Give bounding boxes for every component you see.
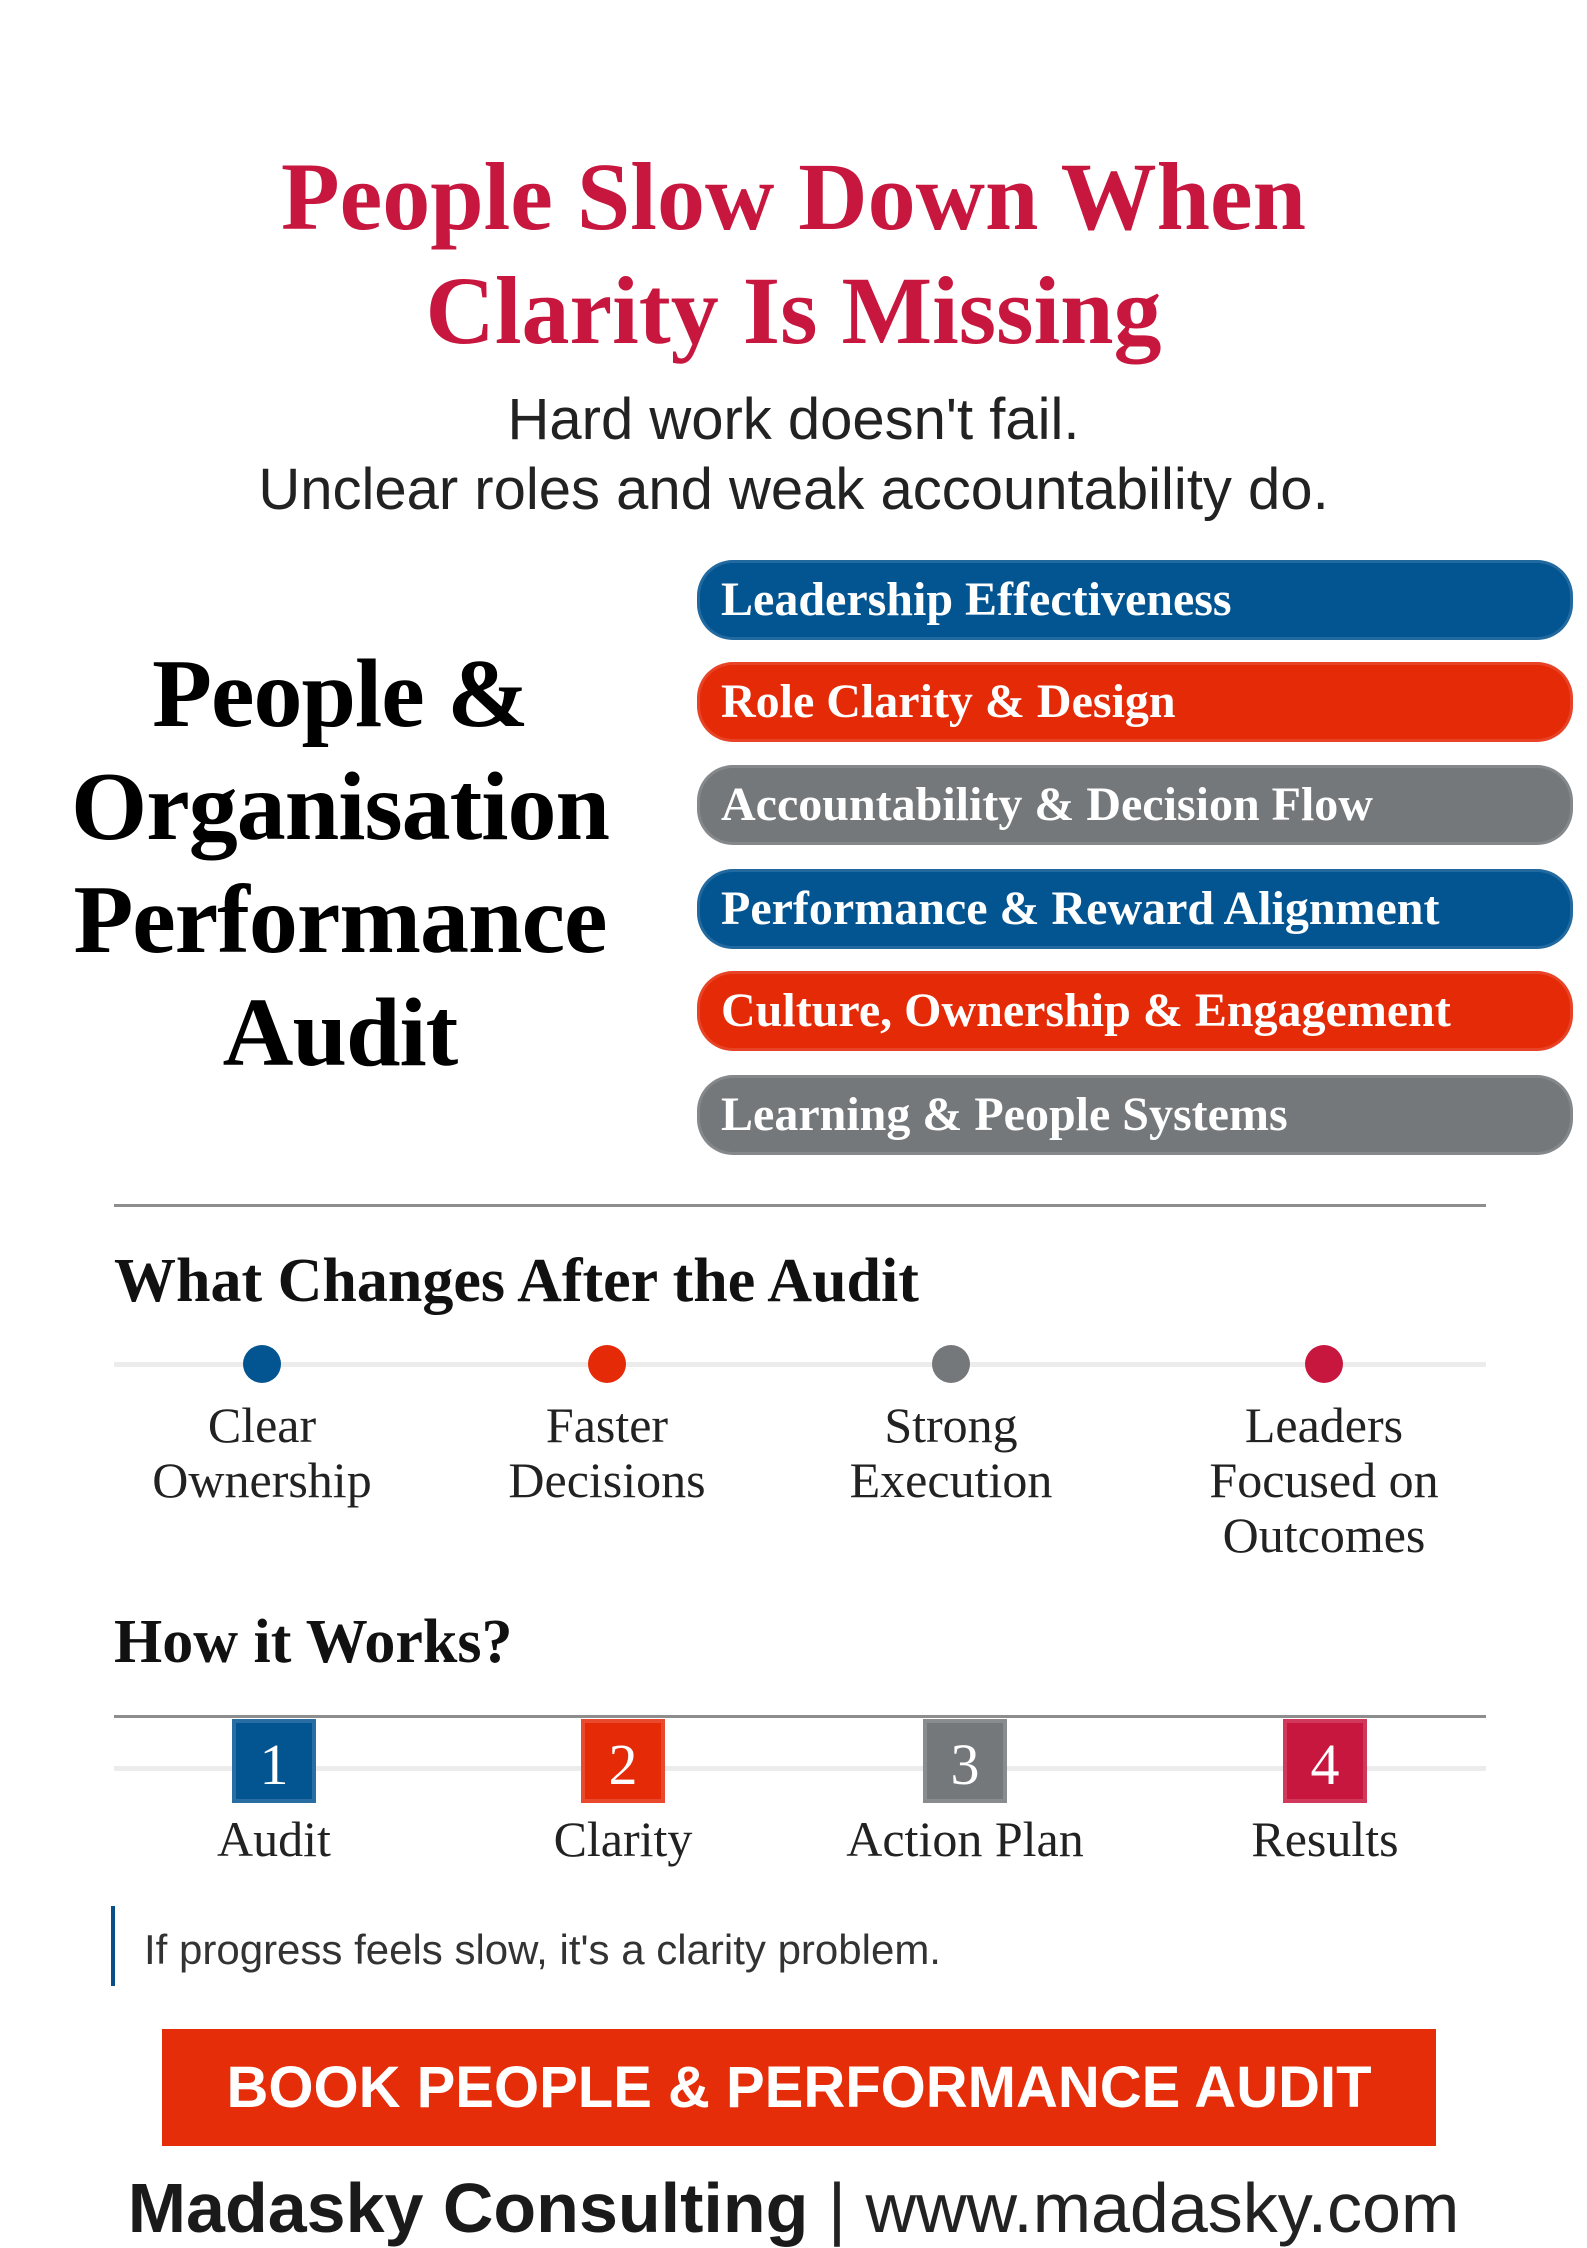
website-link[interactable]: www.madasky.com [865, 2169, 1460, 2247]
audit-title-line: Organisation [71, 753, 610, 861]
change-label-line: Strong [884, 1397, 1018, 1453]
change-label: Clear Ownership [97, 1398, 427, 1508]
pillar-item: Performance & Reward Alignment [697, 869, 1573, 949]
audit-title-line: People & [152, 640, 529, 748]
change-label-line: Focused on [1209, 1452, 1439, 1508]
subheadline: Hard work doesn't fail. Unclear roles an… [0, 385, 1587, 525]
subheadline-line: Unclear roles and weak accountability do… [258, 457, 1329, 522]
pillar-item: Accountability & Decision Flow [697, 765, 1573, 845]
headline-line: Clarity Is Missing [425, 257, 1162, 364]
divider [114, 1715, 1486, 1718]
change-label: Leaders Focused on Outcomes [1159, 1398, 1489, 1563]
divider [114, 1204, 1486, 1207]
how-heading: How it Works? [114, 1608, 513, 1676]
step-number-badge: 1 [232, 1719, 316, 1803]
timeline-dot [243, 1345, 281, 1383]
change-label-line: Execution [849, 1452, 1053, 1508]
pillar-item: Culture, Ownership & Engagement [697, 971, 1573, 1051]
headline-line: People Slow Down When [280, 143, 1306, 250]
step-number-badge: 3 [923, 1719, 1007, 1803]
audit-title-line: Audit [222, 979, 459, 1087]
step-label: Action Plan [846, 1811, 1084, 1867]
company-name: Madasky Consulting [127, 2169, 809, 2247]
change-label-line: Outcomes [1222, 1507, 1426, 1563]
step-label: Audit [217, 1811, 331, 1867]
timeline-dot [932, 1345, 970, 1383]
quote-text: If progress feels slow, it's a clarity p… [144, 1926, 941, 1973]
timeline-line [114, 1362, 1486, 1367]
step-number-badge: 2 [581, 1719, 665, 1803]
change-label-line: Clear [207, 1397, 317, 1453]
timeline-dot [1305, 1345, 1343, 1383]
changes-heading: What Changes After the Audit [114, 1247, 919, 1315]
steps-line [114, 1766, 1486, 1771]
subheadline-line: Hard work doesn't fail. [507, 387, 1080, 452]
quote-accent-bar [111, 1906, 115, 1986]
step-number-badge: 4 [1283, 1719, 1367, 1803]
main-headline: People Slow Down When Clarity Is Missing [0, 140, 1587, 368]
footer-separator: | [827, 2169, 846, 2247]
audit-title: People & Organisation Performance Audit [0, 638, 680, 1090]
step-label: Clarity [553, 1811, 693, 1867]
change-label-line: Decisions [508, 1452, 706, 1508]
pillar-item: Leadership Effectiveness [697, 560, 1573, 640]
change-label-line: Faster [545, 1397, 669, 1453]
change-label-line: Leaders [1244, 1397, 1404, 1453]
book-audit-button[interactable]: BOOK PEOPLE & PERFORMANCE AUDIT [162, 2029, 1436, 2146]
step-label: Results [1251, 1811, 1399, 1867]
pillar-item: Learning & People Systems [697, 1075, 1573, 1155]
timeline-dot [588, 1345, 626, 1383]
footer: Madasky Consulting | www.madasky.com [0, 2168, 1587, 2248]
pillar-item: Role Clarity & Design [697, 662, 1573, 742]
audit-title-line: Performance [73, 866, 607, 974]
change-label: Strong Execution [786, 1398, 1116, 1508]
change-label: Faster Decisions [442, 1398, 772, 1508]
change-label-line: Ownership [152, 1452, 372, 1508]
